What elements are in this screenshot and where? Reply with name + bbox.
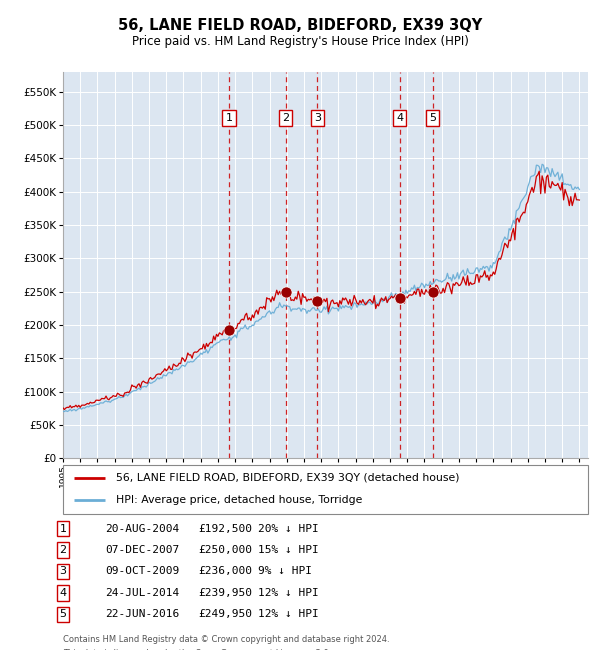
Text: £250,000: £250,000 bbox=[198, 545, 252, 555]
Text: 56, LANE FIELD ROAD, BIDEFORD, EX39 3QY: 56, LANE FIELD ROAD, BIDEFORD, EX39 3QY bbox=[118, 18, 482, 33]
Text: £236,000: £236,000 bbox=[198, 566, 252, 577]
Text: 5: 5 bbox=[429, 113, 436, 124]
Text: 12% ↓ HPI: 12% ↓ HPI bbox=[258, 588, 319, 598]
Text: £249,950: £249,950 bbox=[198, 609, 252, 619]
Text: £239,950: £239,950 bbox=[198, 588, 252, 598]
Text: 9% ↓ HPI: 9% ↓ HPI bbox=[258, 566, 312, 577]
Text: 09-OCT-2009: 09-OCT-2009 bbox=[105, 566, 179, 577]
Text: 20-AUG-2004: 20-AUG-2004 bbox=[105, 523, 179, 534]
Text: £192,500: £192,500 bbox=[198, 523, 252, 534]
Text: 07-DEC-2007: 07-DEC-2007 bbox=[105, 545, 179, 555]
Text: 3: 3 bbox=[59, 566, 67, 577]
Text: 3: 3 bbox=[314, 113, 321, 124]
Text: HPI: Average price, detached house, Torridge: HPI: Average price, detached house, Torr… bbox=[115, 495, 362, 505]
Text: 1: 1 bbox=[59, 523, 67, 534]
Text: This data is licensed under the Open Government Licence v3.0.: This data is licensed under the Open Gov… bbox=[63, 649, 331, 650]
Text: 15% ↓ HPI: 15% ↓ HPI bbox=[258, 545, 319, 555]
Text: 2: 2 bbox=[59, 545, 67, 555]
Text: 2: 2 bbox=[282, 113, 289, 124]
Text: 56, LANE FIELD ROAD, BIDEFORD, EX39 3QY (detached house): 56, LANE FIELD ROAD, BIDEFORD, EX39 3QY … bbox=[115, 473, 459, 483]
FancyBboxPatch shape bbox=[63, 465, 588, 514]
Text: 5: 5 bbox=[59, 609, 67, 619]
Text: 12% ↓ HPI: 12% ↓ HPI bbox=[258, 609, 319, 619]
Text: 24-JUL-2014: 24-JUL-2014 bbox=[105, 588, 179, 598]
Text: Contains HM Land Registry data © Crown copyright and database right 2024.: Contains HM Land Registry data © Crown c… bbox=[63, 634, 389, 644]
Text: Price paid vs. HM Land Registry's House Price Index (HPI): Price paid vs. HM Land Registry's House … bbox=[131, 35, 469, 48]
Text: 1: 1 bbox=[226, 113, 232, 124]
Text: 4: 4 bbox=[59, 588, 67, 598]
Text: 22-JUN-2016: 22-JUN-2016 bbox=[105, 609, 179, 619]
Text: 20% ↓ HPI: 20% ↓ HPI bbox=[258, 523, 319, 534]
Text: 4: 4 bbox=[396, 113, 403, 124]
